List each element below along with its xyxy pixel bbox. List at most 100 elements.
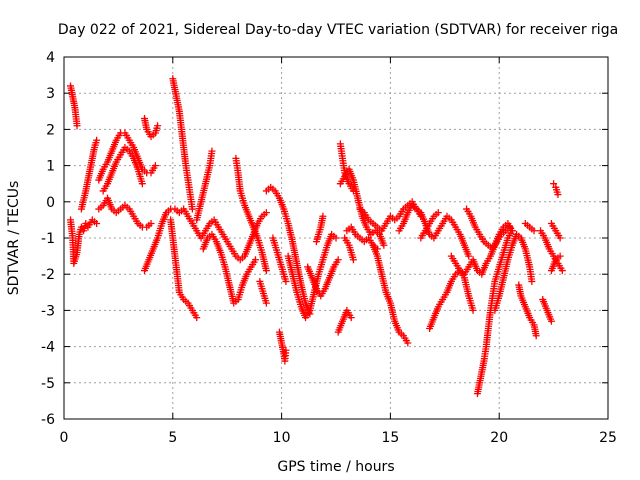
data-point	[547, 317, 555, 325]
y-tick-label: 4	[46, 50, 55, 66]
series-arc-36	[521, 220, 538, 235]
x-axis-title: GPS time / hours	[277, 459, 394, 475]
series-arc-27	[369, 241, 412, 347]
series-arc-15	[262, 183, 314, 318]
series-arc-32	[463, 205, 514, 253]
data-point	[532, 332, 540, 340]
series-arc-03	[77, 136, 101, 213]
data-point	[506, 223, 514, 231]
y-tick-label: -4	[41, 340, 55, 356]
data-point	[93, 220, 101, 228]
series-arc-14	[256, 277, 270, 307]
series-arc-30	[426, 267, 477, 332]
series-arc-28	[395, 201, 473, 260]
data-point	[93, 136, 101, 144]
series-arc-12	[199, 230, 259, 307]
data-point	[558, 267, 566, 275]
x-tick-label: 0	[60, 430, 69, 446]
y-tick-label: -2	[41, 267, 55, 283]
data-point	[550, 180, 558, 188]
series-arc-19	[304, 256, 342, 300]
y-tick-labels: -6 -5 -4 -3 -2 -1 0 1 2 3 4	[41, 50, 55, 428]
x-tick-labels: 0 5 10 15 20 25	[60, 430, 617, 446]
series-arc-04	[95, 129, 159, 184]
chart-title: Day 022 of 2021, Sidereal Day-to-day VTE…	[58, 22, 618, 38]
series-arc-06	[95, 194, 155, 231]
data-point	[282, 346, 290, 354]
series-arc-40	[550, 180, 562, 199]
data-point	[262, 267, 270, 275]
y-tick-label: -5	[41, 376, 55, 392]
series-arc-17	[275, 328, 290, 365]
series-arc-10	[167, 216, 201, 322]
data-point	[349, 256, 357, 264]
data-point	[434, 209, 442, 217]
series-arc-08	[141, 205, 270, 275]
data-point	[73, 122, 81, 130]
data-point	[262, 299, 270, 307]
data-point	[556, 234, 564, 242]
x-tick-label: 20	[490, 430, 508, 446]
series-arc-09	[169, 75, 196, 213]
series-arc-22	[341, 234, 357, 264]
grid-lines	[64, 57, 608, 419]
data-point	[208, 147, 216, 155]
data-point	[332, 234, 340, 242]
data-point	[282, 277, 290, 285]
x-tick-label: 5	[168, 430, 177, 446]
series-arc-24	[336, 165, 388, 249]
data-marks	[67, 75, 566, 398]
series-arc-37	[537, 227, 566, 275]
series-arc-21	[334, 306, 355, 336]
data-point	[528, 277, 536, 285]
data-point	[262, 209, 270, 217]
series-arc-35	[515, 281, 540, 340]
data-point	[347, 314, 355, 322]
data-point	[465, 252, 473, 260]
plot-frame	[63, 56, 609, 420]
series-arc-05	[99, 144, 146, 195]
y-tick-label: -1	[41, 231, 55, 247]
y-tick-label: -3	[41, 303, 55, 319]
series-arc-34	[491, 230, 536, 314]
data-point	[147, 220, 155, 228]
x-tick-label: 15	[381, 430, 399, 446]
series-arc-01	[67, 82, 81, 130]
data-point	[188, 205, 196, 213]
data-point	[380, 241, 388, 249]
y-tick-label: -6	[41, 412, 55, 428]
series-arc-02	[67, 216, 101, 267]
series-arc-13	[232, 154, 270, 275]
data-point	[556, 252, 564, 260]
y-axis-title: SDTVAR / TECUs	[6, 181, 22, 296]
data-point	[508, 227, 516, 235]
data-point	[530, 227, 538, 235]
x-tick-label: 10	[273, 430, 291, 446]
series-arc-16	[269, 234, 290, 285]
data-point	[251, 256, 259, 264]
data-point	[193, 314, 201, 322]
data-point	[151, 162, 159, 170]
x-tick-label: 25	[599, 430, 617, 446]
series-arc-07	[141, 115, 162, 141]
y-tick-label: 2	[46, 122, 55, 138]
data-point	[469, 306, 477, 314]
data-point	[82, 220, 90, 228]
series-arc-39	[547, 220, 564, 242]
data-point	[334, 256, 342, 264]
y-tick-label: 1	[46, 159, 55, 175]
series-arc-20	[312, 212, 327, 246]
data-point	[404, 339, 412, 347]
y-tick-label: 3	[46, 86, 55, 102]
data-point	[138, 180, 146, 188]
series-arc-33	[473, 227, 516, 398]
data-point	[319, 212, 327, 220]
series-arc-11	[193, 147, 216, 224]
data-point	[154, 122, 162, 130]
data-point	[554, 191, 562, 199]
series-arc-29	[417, 209, 442, 242]
series-arc-41	[547, 252, 564, 275]
y-tick-label: 0	[46, 195, 55, 211]
series-arc-38	[539, 296, 555, 325]
